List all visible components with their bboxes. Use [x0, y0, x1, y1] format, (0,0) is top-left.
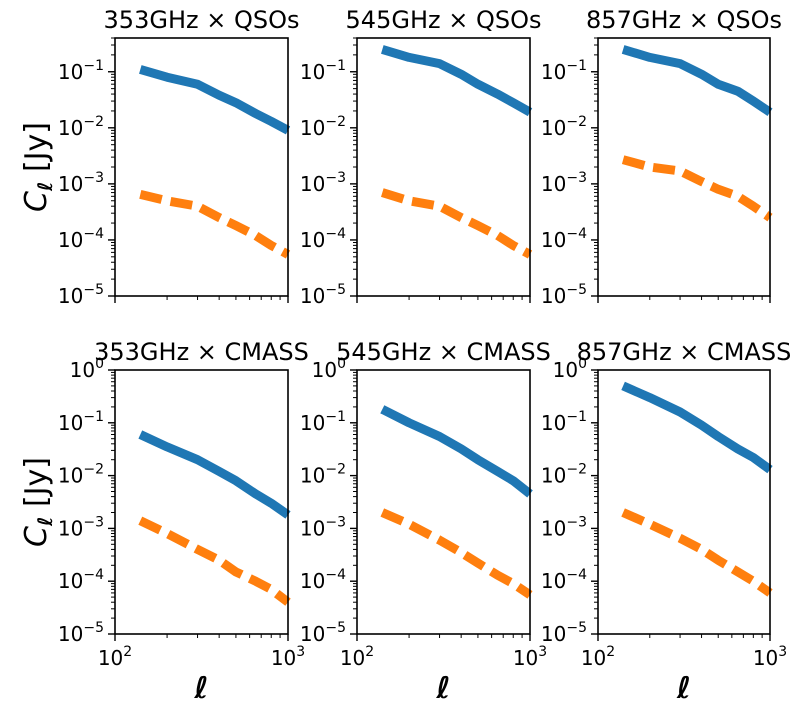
x-tick-label: 103 — [271, 644, 305, 670]
solid-series-line — [380, 405, 533, 498]
panel-6: 10−5 10−4 10−3 10−2 10−1 100 102 103 857GHz × CM… — [541, 338, 791, 704]
axes-frame — [114, 369, 289, 635]
panel-title: 353GHz × CMASS — [94, 338, 309, 366]
axes-frame — [114, 37, 289, 297]
y-tick-label: 10−4 — [58, 226, 104, 252]
y-tick-label: 10−4 — [300, 226, 346, 252]
solid-series-line — [621, 381, 773, 474]
dashed-series-line — [621, 508, 773, 597]
y-tick-label: 10−4 — [300, 567, 346, 593]
y-tick-label: 10−3 — [58, 514, 104, 540]
y-tick-label: 10−1 — [300, 58, 346, 84]
axes-frame — [356, 369, 531, 635]
solid-series-line — [381, 45, 533, 117]
y-tick-label: 10−4 — [58, 567, 104, 593]
x-axis-label: ℓ — [676, 671, 691, 704]
x-tick-label: 103 — [753, 644, 787, 670]
y-tick-label: 10−2 — [58, 114, 104, 140]
y-axis-label: Cℓ [Jy] — [19, 122, 57, 212]
y-tick-label: 10−1 — [58, 58, 104, 84]
y-tick-label: 10−2 — [541, 462, 587, 488]
dashed-series-line — [621, 155, 773, 222]
panel-title: 545GHz × QSOs — [346, 6, 542, 34]
y-tick-label: 10−1 — [541, 58, 587, 84]
x-tick-label: 103 — [513, 644, 547, 670]
x-tick-label: 102 — [340, 644, 374, 670]
panel-title: 857GHz × QSOs — [586, 6, 782, 34]
y-tick-label: 10−5 — [300, 620, 346, 646]
y-tick-label: 10−5 — [58, 620, 104, 646]
panel-title: 545GHz × CMASS — [336, 338, 551, 366]
panel-title: 857GHz × CMASS — [577, 338, 792, 366]
y-tick-label: 10−2 — [58, 462, 104, 488]
y-tick-label: 10−2 — [541, 114, 587, 140]
y-tick-label: 100 — [70, 356, 104, 382]
y-tick-label: 10−5 — [300, 282, 346, 308]
y-tick-label: 100 — [312, 356, 346, 382]
panel-5: 10−5 10−4 10−3 10−2 10−1 100 102 103 545GHz × CM… — [300, 338, 551, 704]
y-tick-label: 10−5 — [541, 620, 587, 646]
axes-frame — [597, 369, 771, 635]
x-tick-label: 102 — [581, 644, 615, 670]
y-tick-label: 10−3 — [300, 514, 346, 540]
y-tick-label: 10−4 — [541, 567, 587, 593]
y-tick-label: 10−5 — [58, 282, 104, 308]
x-axis-label: ℓ — [193, 671, 208, 704]
dashed-series-line — [138, 516, 291, 606]
y-tick-label: 10−1 — [300, 409, 346, 435]
y-tick-label: 10−5 — [541, 282, 587, 308]
y-tick-label: 10−3 — [58, 170, 104, 196]
y-tick-label: 10−3 — [541, 514, 587, 540]
y-tick-label: 10−1 — [58, 409, 104, 435]
y-tick-label: 100 — [553, 356, 587, 382]
axes-frame — [597, 37, 771, 297]
y-tick-label: 10−2 — [300, 114, 346, 140]
y-tick-label: 10−2 — [300, 462, 346, 488]
x-axis-label: ℓ — [435, 671, 450, 704]
panel-title: 353GHz × QSOs — [104, 6, 300, 34]
panel-3: 10−5 10−4 10−3 10−2 10−1 857GHz × QSOs — [541, 6, 782, 308]
y-tick-label: 10−3 — [541, 170, 587, 196]
dashed-series-line — [380, 188, 533, 259]
solid-series-line — [139, 65, 291, 135]
solid-series-line — [138, 430, 291, 519]
dashed-series-line — [139, 190, 291, 259]
y-tick-label: 10−3 — [300, 170, 346, 196]
axes-frame — [356, 37, 531, 297]
dashed-series-line — [380, 508, 533, 599]
y-tick-label: 10−1 — [541, 409, 587, 435]
y-axis-label: Cℓ [Jy] — [19, 457, 57, 547]
x-tick-label: 102 — [98, 644, 132, 670]
panel-4: 10−5 10−4 10−3 10−2 10−1 100 102 103 353GHz × CM… — [19, 338, 309, 704]
solid-series-line — [621, 45, 773, 116]
y-tick-label: 10−4 — [541, 226, 587, 252]
